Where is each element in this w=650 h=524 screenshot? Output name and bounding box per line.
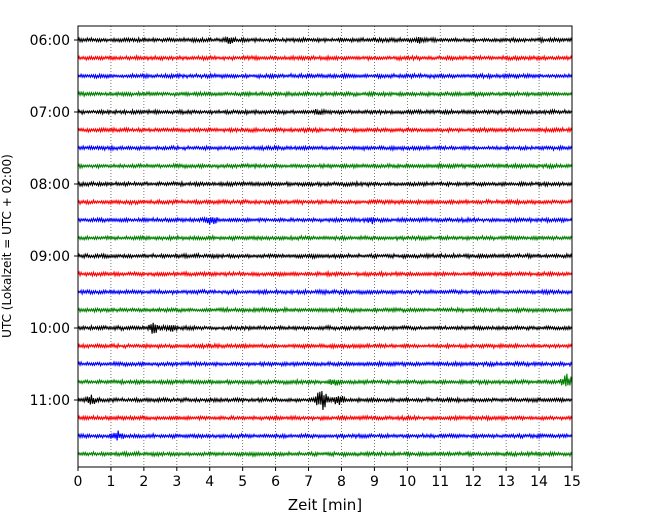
y-tick-label: 06:00 (30, 33, 70, 49)
y-axis: 06:00 07:00 08:00 09:00 10:00 11:00 (30, 33, 78, 409)
trace-layer (78, 37, 572, 456)
seismic-trace (78, 452, 572, 456)
seismic-trace (78, 109, 572, 115)
seismic-trace (78, 323, 572, 334)
seismic-trace (78, 37, 572, 44)
x-tick-label: 8 (337, 474, 346, 490)
x-tick-label: 6 (271, 474, 280, 490)
y-tick-label: 09:00 (30, 249, 70, 265)
y-tick-label: 07:00 (30, 105, 70, 121)
seismic-trace (78, 391, 572, 410)
x-tick-label: 1 (106, 474, 115, 490)
seismic-trace (78, 416, 572, 420)
x-axis: 0 1 2 3 4 5 6 7 8 9 10 11 12 13 14 15 (74, 467, 581, 490)
x-tick-label: 15 (563, 474, 581, 490)
x-tick-label: 0 (74, 474, 83, 490)
x-tick-label: 10 (398, 474, 416, 490)
seismic-trace (78, 56, 572, 60)
seismic-trace (78, 374, 572, 386)
x-tick-label: 7 (304, 474, 313, 490)
x-tick-label: 14 (530, 474, 548, 490)
x-tick-label: 11 (431, 474, 449, 490)
x-axis-label: Zeit [min] (288, 496, 362, 514)
seismic-trace (78, 362, 572, 366)
y-axis-label: UTC (Lokalzeit = UTC + 02:00) (0, 154, 14, 338)
seismic-trace (78, 200, 572, 204)
seismic-trace (78, 146, 572, 150)
seismic-trace (78, 272, 572, 276)
seismic-trace (78, 92, 572, 96)
x-tick-label: 4 (205, 474, 214, 490)
y-tick-label: 11:00 (30, 393, 70, 409)
seismic-trace (78, 431, 572, 441)
seismic-trace (78, 217, 572, 224)
x-tick-label: 9 (370, 474, 379, 490)
seismic-trace (78, 128, 572, 132)
seismic-trace (78, 308, 572, 312)
x-tick-label: 13 (497, 474, 515, 490)
seismic-trace (78, 236, 572, 240)
seismic-trace (78, 182, 572, 186)
y-tick-label: 08:00 (30, 177, 70, 193)
seismic-trace (78, 74, 572, 78)
x-tick-label: 3 (172, 474, 181, 490)
x-tick-label: 5 (238, 474, 247, 490)
seismic-trace (78, 290, 572, 294)
x-tick-label: 2 (139, 474, 148, 490)
y-tick-label: 10:00 (30, 321, 70, 337)
seismic-trace (78, 254, 572, 258)
x-tick-label: 12 (464, 474, 482, 490)
seismic-trace (78, 164, 572, 168)
seismic-trace (78, 344, 572, 348)
